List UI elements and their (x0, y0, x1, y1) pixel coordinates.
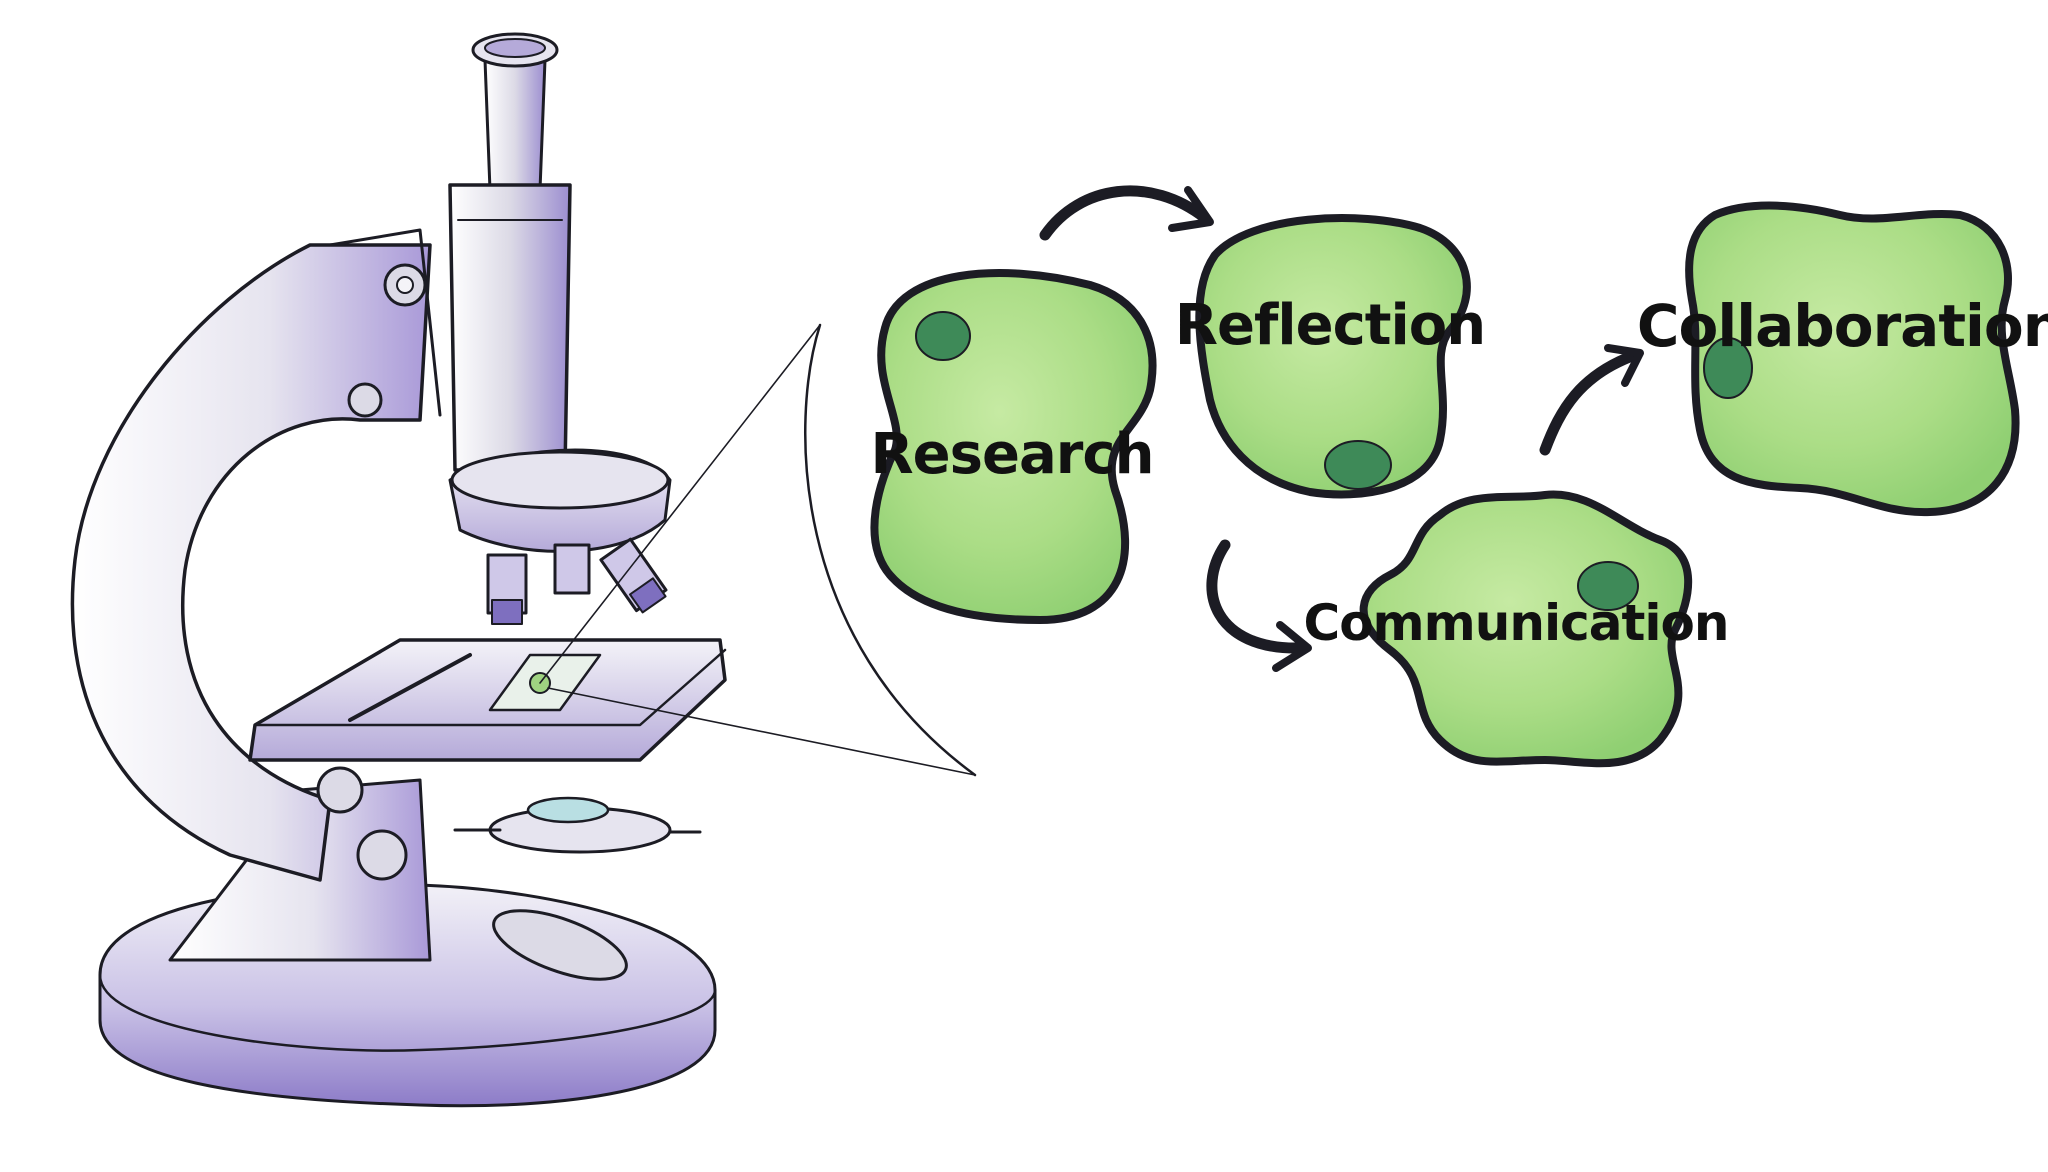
curved-arrow-icon (1039, 185, 1214, 241)
cell-research-nucleus (915, 311, 971, 361)
curved-arrow-icon (1206, 539, 1312, 672)
cell-collaboration-label: Collaboration (1637, 292, 2048, 360)
cell-research: Research (871, 269, 1157, 624)
microscope-eyepiece (483, 58, 547, 192)
microscope-body-tube (448, 183, 572, 472)
microscope-mirror (492, 909, 628, 981)
cell-research-label: Research (871, 422, 1154, 487)
cell-reflection-nucleus (1324, 440, 1392, 490)
cell-reflection-label: Reflection (1175, 293, 1485, 358)
cell-reflection: Reflection (1175, 214, 1486, 499)
cell-communication: Communication (1304, 490, 1729, 768)
zoom-lines (539, 323, 977, 777)
cell-collaboration-nucleus (1703, 337, 1753, 399)
microscope-illustration (70, 32, 727, 1108)
cell-communication-nucleus (1577, 561, 1639, 611)
curved-arrow-icon (1539, 344, 1644, 456)
microscope-arm (70, 243, 432, 882)
microscope-stage (248, 638, 727, 762)
cell-collaboration: Collaboration (1637, 201, 2048, 517)
cell-communication-label: Communication (1304, 594, 1729, 652)
